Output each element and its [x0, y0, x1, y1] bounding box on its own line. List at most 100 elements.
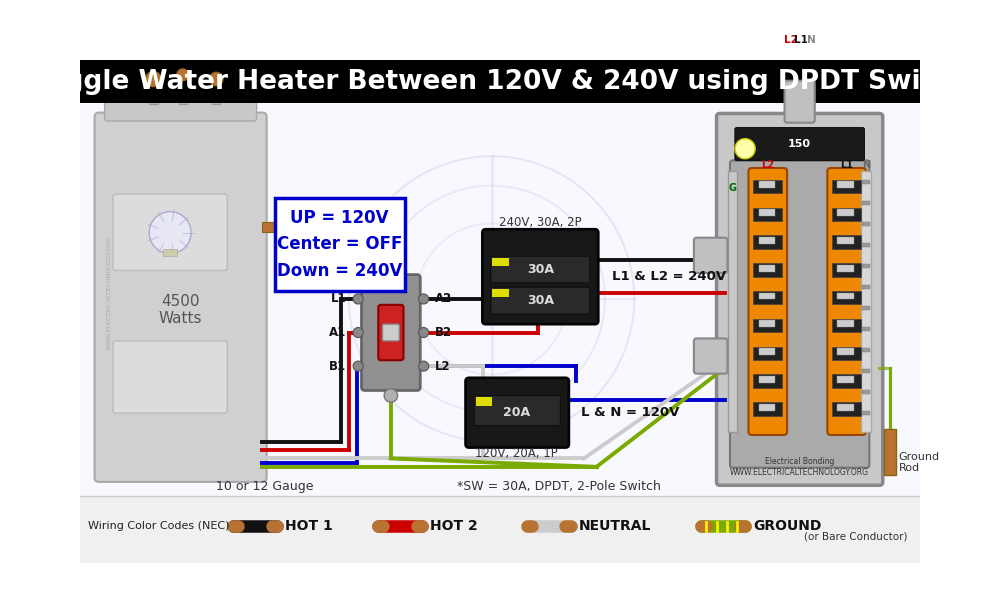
- Text: SW*: SW*: [375, 249, 407, 263]
- Bar: [832, 319, 861, 332]
- FancyBboxPatch shape: [474, 395, 560, 426]
- Circle shape: [353, 328, 363, 338]
- Bar: [861, 172, 871, 431]
- Bar: [832, 402, 861, 416]
- Bar: [837, 237, 854, 244]
- FancyBboxPatch shape: [748, 168, 787, 435]
- FancyBboxPatch shape: [482, 229, 598, 324]
- Bar: [759, 348, 775, 355]
- Text: A2: A2: [435, 292, 453, 305]
- Bar: [759, 181, 775, 188]
- FancyBboxPatch shape: [730, 160, 869, 467]
- Text: 10 or 12 Gauge: 10 or 12 Gauge: [216, 479, 314, 493]
- Bar: [837, 265, 854, 272]
- FancyBboxPatch shape: [717, 113, 883, 485]
- Bar: [832, 208, 861, 221]
- Circle shape: [419, 361, 429, 371]
- Bar: [728, 172, 737, 431]
- Bar: [753, 291, 782, 304]
- Bar: [862, 264, 870, 268]
- Bar: [492, 289, 509, 297]
- Bar: [212, 79, 220, 104]
- Bar: [837, 293, 854, 299]
- Text: N: N: [807, 35, 816, 46]
- Text: 30A: 30A: [527, 263, 554, 276]
- Circle shape: [419, 328, 429, 338]
- Text: Electrical Bonding
WWW.ELECTRICALTECHNOLOGY.ORG: Electrical Bonding WWW.ELECTRICALTECHNOL…: [730, 457, 869, 476]
- Text: 4500
Watts: 4500 Watts: [159, 293, 202, 326]
- Bar: [759, 320, 775, 327]
- Text: Ground
Rod: Ground Rod: [899, 452, 940, 473]
- Bar: [837, 376, 854, 383]
- Bar: [275, 198, 405, 290]
- Bar: [862, 410, 870, 415]
- FancyBboxPatch shape: [362, 275, 420, 391]
- Text: L1: L1: [794, 35, 808, 46]
- Bar: [862, 347, 870, 352]
- Bar: [759, 237, 775, 244]
- Bar: [862, 284, 870, 289]
- Text: L2: L2: [761, 160, 774, 170]
- Text: G: G: [729, 183, 737, 193]
- Bar: [837, 404, 854, 410]
- FancyBboxPatch shape: [785, 81, 815, 122]
- Bar: [862, 305, 870, 310]
- Text: (or Bare Conductor): (or Bare Conductor): [804, 532, 907, 541]
- FancyBboxPatch shape: [378, 305, 403, 360]
- Text: L1 & L2 = 240V: L1 & L2 = 240V: [612, 270, 726, 283]
- Bar: [832, 235, 861, 249]
- Bar: [759, 265, 775, 272]
- Bar: [476, 397, 492, 406]
- FancyBboxPatch shape: [382, 324, 399, 341]
- Text: 20A: 20A: [503, 406, 530, 419]
- Text: A1: A1: [329, 326, 346, 339]
- Text: L1: L1: [840, 160, 853, 170]
- Text: L2: L2: [435, 359, 451, 373]
- Text: Wiring Color Codes (NEC): Wiring Color Codes (NEC): [88, 521, 230, 532]
- Bar: [862, 389, 870, 394]
- Bar: [149, 79, 158, 104]
- Bar: [80, 496, 920, 563]
- Circle shape: [384, 389, 398, 402]
- Circle shape: [177, 69, 189, 81]
- Text: L2: L2: [784, 35, 798, 46]
- Bar: [163, 250, 177, 256]
- Bar: [837, 209, 854, 216]
- Text: WWW.ELECTRICALTECHNOLOGY.ORG: WWW.ELECTRICALTECHNOLOGY.ORG: [106, 236, 111, 350]
- Bar: [759, 376, 775, 383]
- Bar: [759, 293, 775, 299]
- Bar: [884, 429, 896, 475]
- Circle shape: [353, 361, 363, 371]
- FancyBboxPatch shape: [95, 113, 267, 482]
- Bar: [837, 320, 854, 327]
- FancyBboxPatch shape: [827, 168, 866, 435]
- Circle shape: [419, 294, 429, 304]
- Circle shape: [210, 73, 223, 86]
- FancyBboxPatch shape: [735, 128, 864, 160]
- Bar: [832, 347, 861, 360]
- Circle shape: [384, 263, 398, 276]
- Circle shape: [146, 71, 161, 86]
- Bar: [753, 180, 782, 193]
- Text: N: N: [862, 160, 870, 170]
- FancyBboxPatch shape: [694, 238, 727, 273]
- Text: L & N = 120V: L & N = 120V: [581, 406, 680, 419]
- Bar: [862, 222, 870, 226]
- Text: HOT 1: HOT 1: [285, 520, 333, 533]
- Text: NEUTRAL: NEUTRAL: [579, 520, 651, 533]
- Text: B1: B1: [329, 359, 346, 373]
- Circle shape: [149, 212, 191, 254]
- Bar: [837, 181, 854, 188]
- Bar: [862, 326, 870, 331]
- Bar: [179, 79, 187, 104]
- FancyBboxPatch shape: [466, 378, 569, 448]
- Bar: [753, 347, 782, 360]
- Bar: [759, 209, 775, 216]
- Text: L1: L1: [331, 292, 346, 305]
- FancyBboxPatch shape: [113, 194, 227, 271]
- FancyBboxPatch shape: [491, 287, 590, 314]
- Text: *SW = 30A, DPDT, 2-Pole Switch: *SW = 30A, DPDT, 2-Pole Switch: [457, 479, 661, 493]
- Text: HOT 2: HOT 2: [430, 520, 478, 533]
- Bar: [753, 208, 782, 221]
- Text: 30A: 30A: [527, 294, 554, 307]
